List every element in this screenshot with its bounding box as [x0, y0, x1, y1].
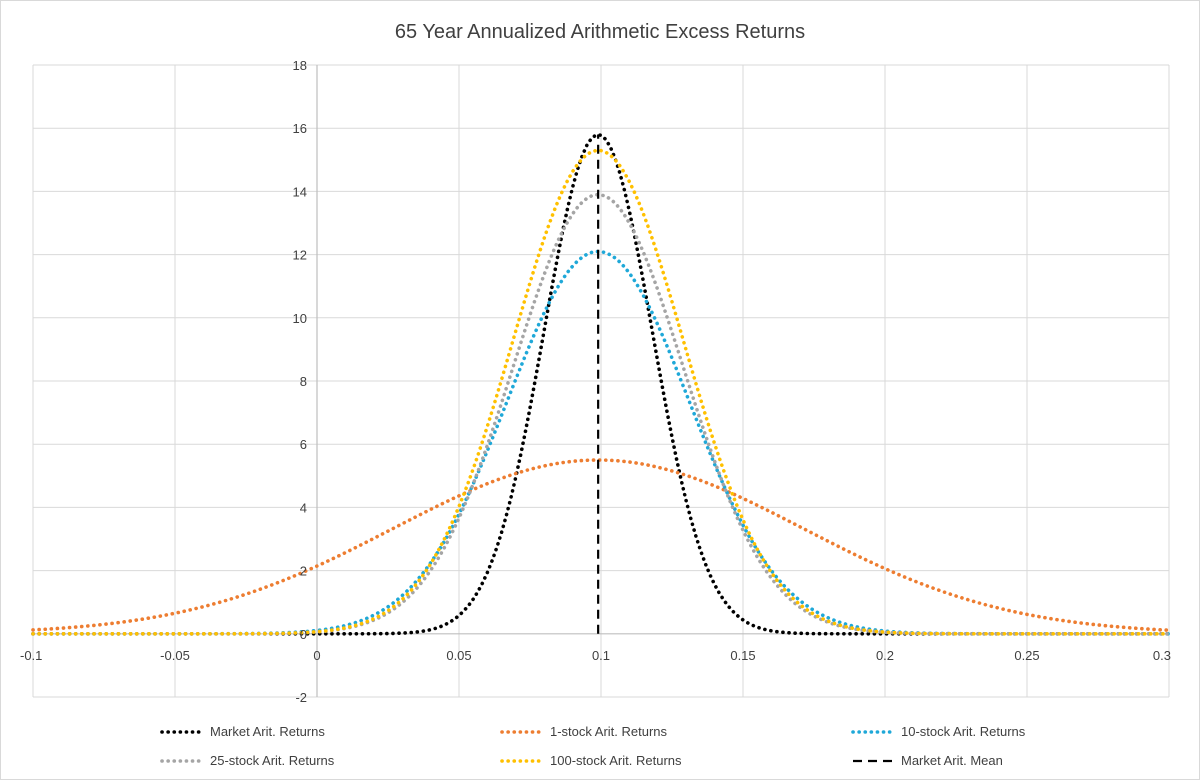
y-tick-label: -2	[295, 690, 307, 705]
legend-label: 10-stock Arit. Returns	[901, 724, 1026, 739]
y-tick-label: 0	[300, 627, 307, 642]
y-tick-label: 10	[293, 311, 307, 326]
legend-item: 100-stock Arit. Returns	[500, 753, 682, 768]
x-tick-label: -0.05	[160, 648, 190, 663]
legend-item: 10-stock Arit. Returns	[851, 724, 1026, 739]
legend-item: 25-stock Arit. Returns	[160, 753, 335, 768]
legend-label: 25-stock Arit. Returns	[210, 753, 335, 768]
y-tick-label: 18	[293, 58, 307, 73]
x-tick-label: 0.15	[730, 648, 755, 663]
legend: Market Arit. Returns 1-stock Arit. Return…	[160, 724, 1026, 768]
y-tick-label: 2	[300, 564, 307, 579]
legend-label: Market Arit. Mean	[901, 753, 1003, 768]
x-tick-label: 0.2	[876, 648, 894, 663]
series-line	[31, 458, 1171, 633]
x-tick-label: 0.3	[1153, 648, 1171, 663]
x-tick-label: 0.25	[1014, 648, 1039, 663]
y-tick-label: 12	[293, 248, 307, 263]
y-tick-label: 4	[300, 500, 307, 515]
y-tick-label: 8	[300, 374, 307, 389]
legend-label: Market Arit. Returns	[210, 724, 325, 739]
tick-layer: -0.1 -0.05 0 0.05 0.1 0.15 0.2 0.25 0.3 -2 0 2 4 6 8 10…	[20, 58, 1171, 705]
legend-item: 1-stock Arit. Returns	[500, 724, 668, 739]
y-tick-label: 6	[300, 437, 307, 452]
grid-layer	[32, 64, 1170, 698]
x-tick-label: 0.1	[592, 648, 610, 663]
x-tick-label: -0.1	[20, 648, 42, 663]
x-tick-label: 0.05	[446, 648, 471, 663]
x-tick-label: 0	[313, 648, 320, 663]
legend-label: 1-stock Arit. Returns	[550, 724, 668, 739]
chart-title: 65 Year Annualized Arithmetic Excess Ret…	[395, 21, 805, 43]
y-tick-label: 16	[293, 121, 307, 136]
series-layer	[31, 132, 1171, 636]
legend-label: 100-stock Arit. Returns	[550, 753, 682, 768]
legend-item: Market Arit. Returns	[160, 724, 325, 739]
series-line	[31, 148, 1171, 636]
y-tick-label: 14	[293, 184, 307, 199]
legend-item: Market Arit. Mean	[853, 753, 1003, 768]
